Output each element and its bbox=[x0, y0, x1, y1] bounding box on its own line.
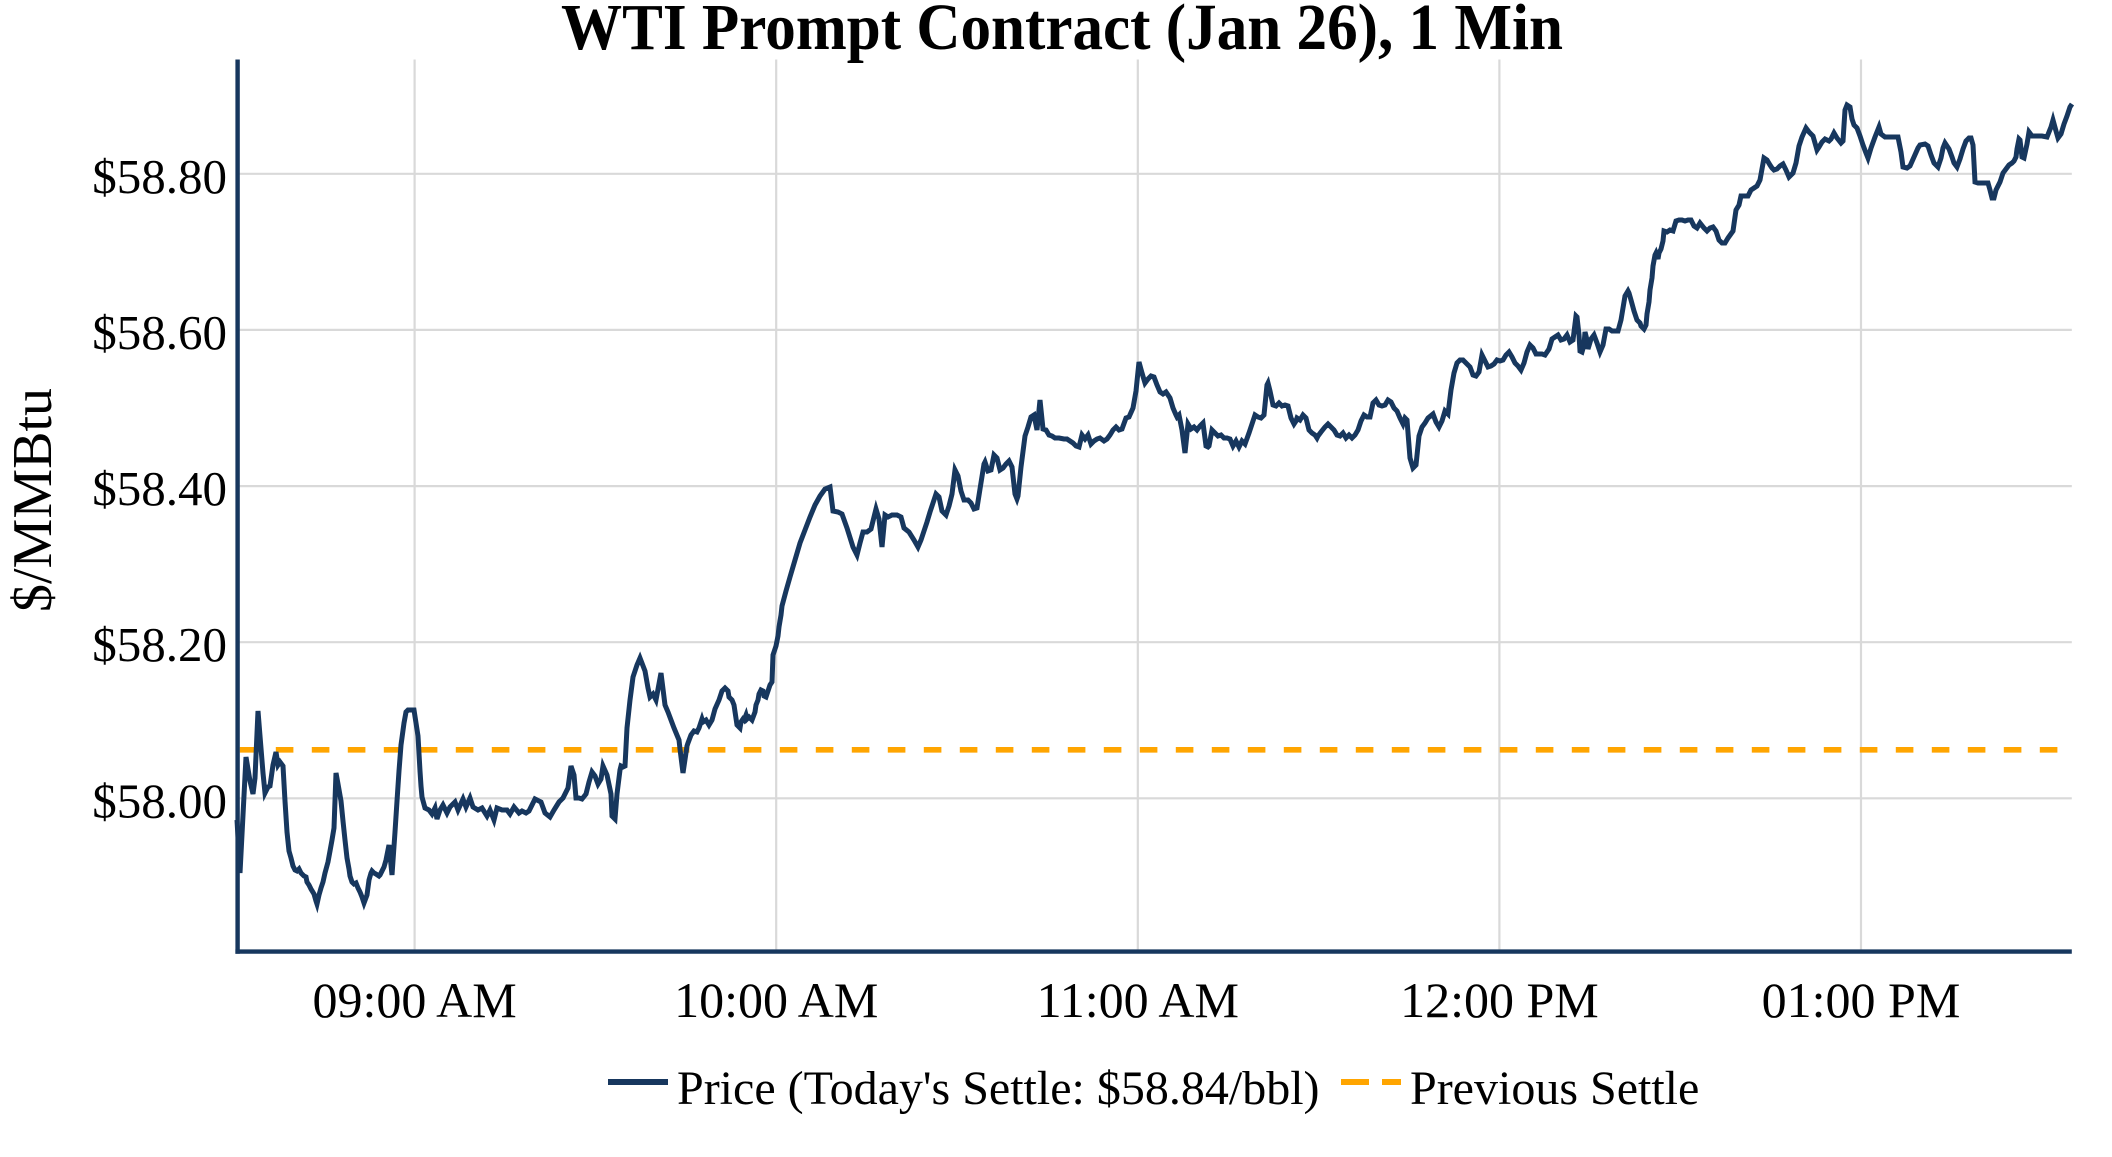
svg-text:09:00 AM: 09:00 AM bbox=[312, 972, 516, 1028]
svg-text:$58.00: $58.00 bbox=[92, 773, 227, 828]
svg-text:Previous Settle: Previous Settle bbox=[1410, 1062, 1699, 1115]
svg-text:$/MMBtu: $/MMBtu bbox=[2, 388, 64, 612]
svg-text:11:00 AM: 11:00 AM bbox=[1037, 972, 1239, 1028]
svg-text:$58.20: $58.20 bbox=[92, 617, 227, 672]
svg-text:12:00 PM: 12:00 PM bbox=[1400, 972, 1599, 1028]
svg-text:$58.40: $58.40 bbox=[92, 461, 227, 516]
svg-text:WTI Prompt Contract (Jan 26),: WTI Prompt Contract (Jan 26), 1 Min bbox=[561, 0, 1563, 64]
svg-text:01:00 PM: 01:00 PM bbox=[1762, 972, 1961, 1028]
svg-text:$58.60: $58.60 bbox=[92, 305, 227, 360]
svg-text:$58.80: $58.80 bbox=[92, 149, 227, 204]
svg-text:10:00 AM: 10:00 AM bbox=[674, 972, 878, 1028]
svg-text:Price (Today's Settle: $58.84/: Price (Today's Settle: $58.84/bbl) bbox=[677, 1062, 1320, 1115]
